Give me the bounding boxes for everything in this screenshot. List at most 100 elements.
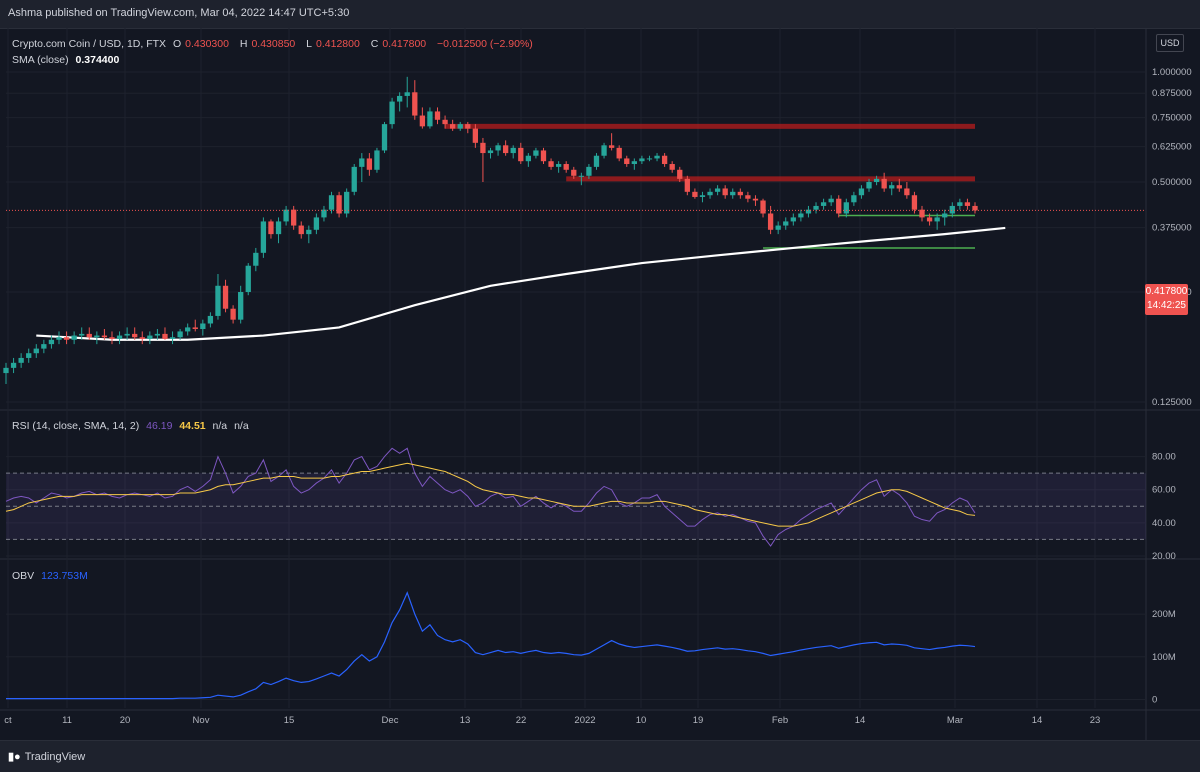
rsi-na-1: n/a: [212, 420, 228, 432]
candle-body: [10, 362, 17, 368]
candle-body: [881, 178, 887, 189]
obv-legend[interactable]: OBV 123.753M: [12, 570, 92, 582]
candle-body: [836, 198, 842, 214]
candle-body: [268, 221, 274, 235]
candle-body: [699, 195, 706, 197]
candle-body: [366, 158, 373, 170]
price-tick-label: 0.500000: [1152, 177, 1192, 188]
candle-body: [321, 209, 327, 218]
candle-body: [283, 209, 289, 222]
candle-body: [775, 225, 781, 230]
candle-body: [601, 145, 607, 156]
candle-body: [510, 147, 516, 154]
candle-body: [533, 150, 539, 156]
rsi-sma-value: 44.51: [179, 420, 206, 432]
time-tick-label: 23: [1090, 715, 1101, 726]
candle-body: [563, 164, 569, 170]
currency-button[interactable]: USD: [1156, 34, 1184, 52]
candle-body: [177, 331, 183, 338]
tradingview-logo-icon: ▮●: [8, 751, 21, 763]
candle-body: [578, 175, 584, 177]
price-tick-label: 0.375000: [1152, 223, 1192, 234]
candle-body: [555, 164, 562, 167]
candle-body: [33, 348, 39, 354]
candle-body: [147, 335, 153, 339]
candle-body: [858, 188, 865, 196]
candle-body: [200, 323, 206, 330]
candle-body: [949, 205, 955, 214]
last-price-tag: 0.417800 14:42:25: [1145, 284, 1188, 315]
time-tick-label: Mar: [947, 715, 963, 726]
candle-body: [397, 95, 403, 102]
candle-body: [813, 205, 819, 210]
candle-body: [942, 213, 948, 218]
candle-body: [608, 145, 615, 148]
candle-body: [26, 353, 32, 358]
candle-body: [866, 182, 872, 189]
candle-body: [169, 337, 176, 339]
close-number: 0.417800: [382, 38, 427, 50]
candle-body: [616, 147, 622, 159]
price-tick-label: 0.750000: [1152, 113, 1192, 124]
candle-body: [752, 198, 759, 201]
candle-body: [101, 335, 108, 338]
low-value: L 0.412800: [306, 38, 364, 50]
candle-body: [442, 119, 448, 125]
candle-body: [79, 333, 85, 336]
candle-body: [472, 128, 479, 143]
candle-body: [502, 145, 509, 154]
candle-body: [449, 124, 456, 129]
time-tick-label: 14: [1032, 715, 1043, 726]
tradingview-brand: TradingView: [24, 751, 86, 763]
candle-body: [889, 185, 895, 189]
candle-body: [873, 178, 880, 182]
candle-body: [291, 209, 297, 226]
tradingview-logo[interactable]: ▮● TradingView: [8, 750, 85, 763]
sma-legend[interactable]: SMA (close) 0.374400: [12, 54, 123, 66]
candle-body: [896, 185, 902, 189]
obv-line: [6, 591, 976, 700]
change-value: −0.012500 (−2.90%): [437, 38, 533, 50]
symbol-label[interactable]: Crypto.com Coin / USD, 1D, FTX: [12, 38, 167, 50]
candle-body: [624, 158, 630, 165]
candle-body: [540, 150, 547, 162]
candle-body: [230, 308, 236, 320]
rsi-tick-label: 20.00: [1152, 551, 1176, 562]
candle-body: [207, 315, 214, 324]
candle-body: [185, 327, 191, 332]
candle-body: [964, 202, 971, 206]
candle-body: [480, 142, 486, 154]
candle-body: [851, 195, 857, 203]
sma-label: SMA (close): [12, 54, 69, 66]
candle-body: [677, 169, 683, 179]
candle-body: [275, 221, 282, 235]
candle-body: [109, 337, 115, 339]
candle-body: [192, 327, 198, 330]
rsi-sma-line: [5, 462, 976, 527]
candle-body: [525, 155, 532, 162]
price-tick-label: 0.875000: [1152, 88, 1192, 99]
candle-body: [336, 195, 342, 214]
obv-tick-label: 100M: [1152, 652, 1176, 663]
close-value: C 0.417800: [371, 38, 430, 50]
high-label: H: [239, 38, 248, 50]
candle-body: [359, 158, 365, 167]
candle-body: [238, 292, 244, 320]
candle-body: [745, 195, 751, 199]
candle-body: [730, 191, 736, 196]
candle-body: [669, 164, 675, 170]
time-tick-label: 20: [120, 715, 131, 726]
candle-body: [843, 202, 849, 214]
rsi-value: 46.19: [146, 420, 173, 432]
candle-body: [828, 198, 834, 203]
candle-body: [124, 333, 130, 336]
candle-body: [63, 337, 70, 340]
open-label: O: [172, 38, 182, 50]
candle-body: [71, 335, 77, 340]
candle-body: [707, 191, 713, 196]
rsi-na-2: n/a: [234, 420, 249, 432]
rsi-legend[interactable]: RSI (14, close, SMA, 14, 2) 46.19 44.51 …: [12, 420, 253, 432]
candle-body: [692, 191, 698, 197]
candle-body: [419, 115, 426, 127]
